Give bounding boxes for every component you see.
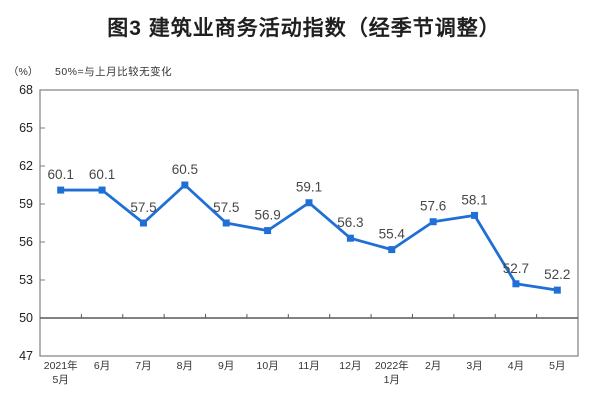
y-axis-label: 53 [19,273,33,287]
y-axis-label: 47 [19,349,33,363]
data-label: 56.9 [254,208,280,223]
x-axis-label: 12月 [339,360,361,372]
data-label: 57.6 [420,199,446,214]
chart-note-row: （%） 50%=与上月比较无变化 [0,64,608,80]
chart-title: 图3 建筑业商务活动指数（经季节调整） [107,17,501,40]
data-point-marker [139,219,147,227]
x-axis-label: 4月 [508,360,524,372]
x-axis-label: 10月 [257,360,279,372]
reference-note: 50%=与上月比较无变化 [55,66,173,78]
x-axis-label: 3月 [466,360,482,372]
data-label: 58.1 [461,192,487,207]
y-axis-label: 68 [19,84,33,97]
data-point-marker [346,234,354,242]
y-axis-label: 59 [19,197,33,211]
data-label: 52.2 [544,267,570,282]
data-label: 52.7 [503,261,529,276]
y-axis-label: 50 [19,311,33,325]
data-label: 60.1 [48,167,74,182]
x-axis-label: 8月 [177,360,193,372]
data-point-marker [388,246,396,254]
x-axis-label: 11月 [298,360,319,372]
x-axis-label: 7月 [135,360,151,372]
data-point-marker [553,286,561,294]
data-point-marker [305,199,313,207]
plot-border [39,89,579,357]
data-point-marker [181,181,189,189]
data-label: 56.3 [337,215,363,230]
x-axis-label: 5月 [53,374,69,386]
data-point-marker [429,218,437,226]
y-axis-unit-label: （%） [8,66,39,78]
data-label: 60.5 [172,162,198,177]
y-axis-label: 62 [19,159,33,173]
y-axis-label: 56 [19,235,33,249]
x-axis-label: 1月 [384,374,400,386]
data-point-marker [57,186,65,194]
data-point-marker [512,280,520,288]
data-label: 57.5 [213,200,239,215]
x-axis-label: 6月 [94,360,110,372]
data-point-marker [222,219,230,227]
x-axis-label: 2021年 [44,359,78,372]
data-label: 60.1 [89,167,115,182]
data-point-marker [98,186,106,194]
x-axis-label: 5月 [549,360,565,372]
data-label: 55.4 [379,227,406,242]
data-point-marker [471,211,479,219]
x-axis-label: 2月 [425,360,441,372]
data-label: 57.5 [130,200,156,215]
x-axis-label: 2022年 [375,359,409,372]
data-label: 59.1 [296,180,322,195]
y-axis-label: 65 [19,121,33,135]
x-axis-label: 9月 [218,360,234,372]
data-point-marker [264,227,272,235]
line-chart: 47 50 53 56 59 62 65 68 60.1 60.1 57.5 60.5 57.5 56.9… [19,84,579,386]
